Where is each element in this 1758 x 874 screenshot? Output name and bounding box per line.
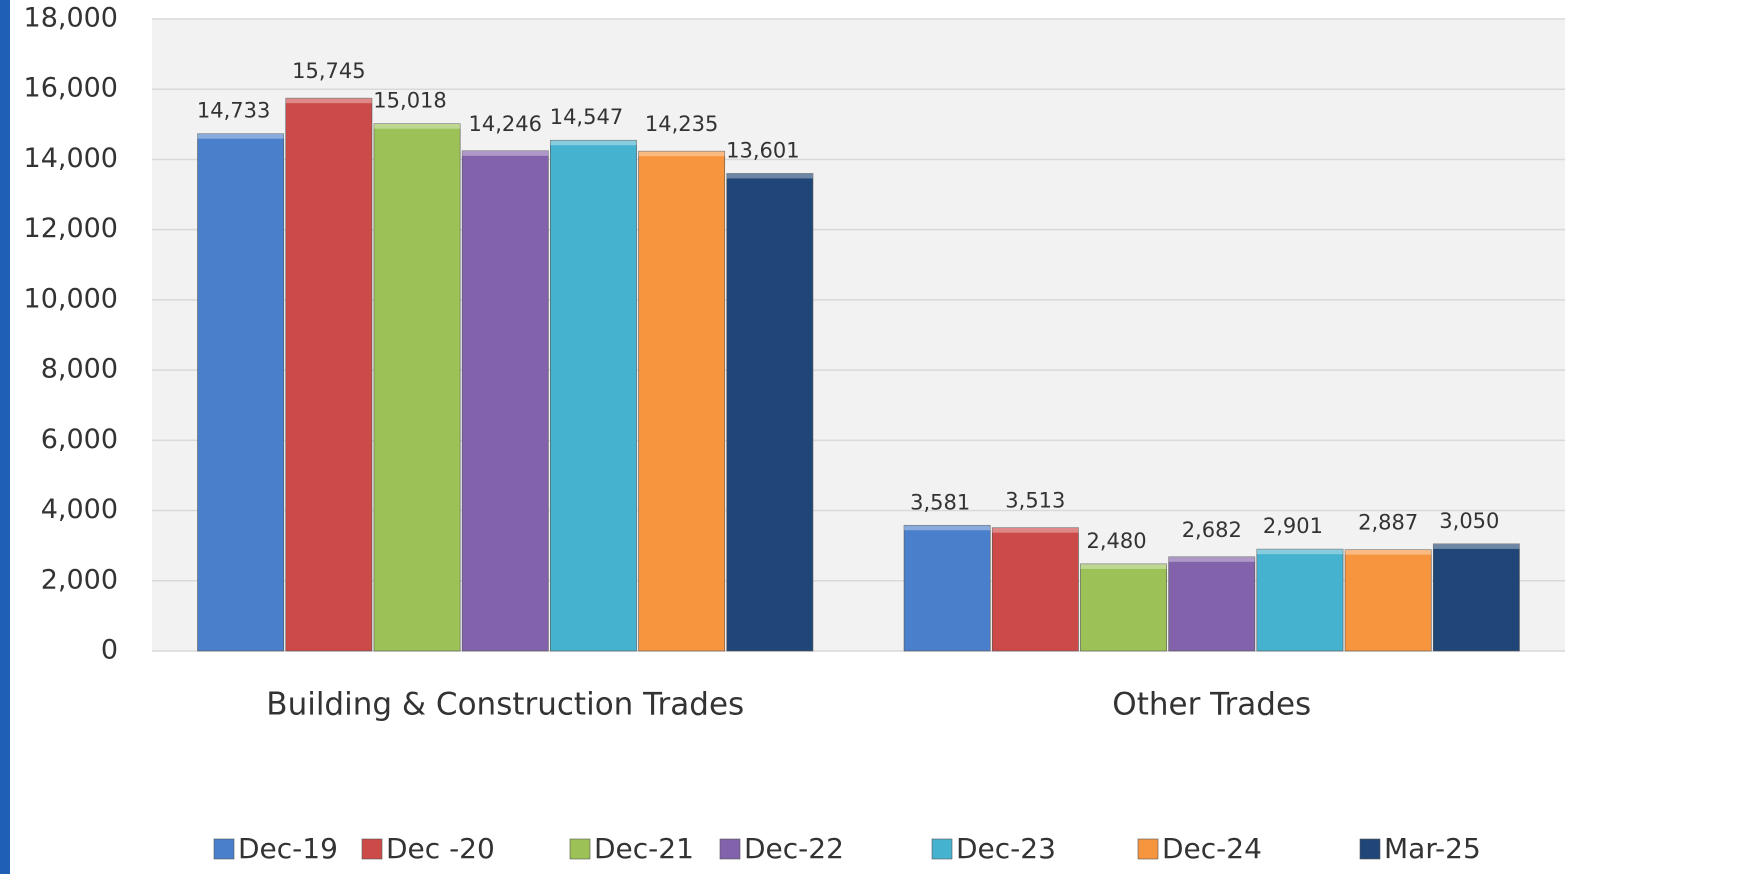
legend-swatch: [719, 838, 741, 860]
y-tick-label: 12,000: [24, 213, 118, 244]
bar-highlight: [1256, 549, 1344, 555]
legend-label: Dec-21: [594, 832, 694, 865]
legend-label: Dec-19: [238, 832, 338, 865]
bar-highlight: [285, 98, 372, 104]
y-tick-label: 0: [101, 635, 118, 666]
bar: [1256, 548, 1344, 652]
data-label: 2,480: [1086, 529, 1146, 553]
bar-highlight: [1345, 549, 1432, 555]
bar-highlight: [462, 150, 549, 156]
bar-highlight: [550, 140, 637, 146]
bar-highlight: [992, 527, 1079, 533]
bar: [638, 150, 726, 652]
legend-swatch: [213, 838, 235, 860]
data-label: 15,018: [373, 89, 446, 113]
bar-highlight: [373, 123, 461, 129]
bar: [726, 173, 814, 652]
bar-highlight: [726, 173, 813, 179]
bar: [1080, 563, 1167, 652]
legend-label: Dec-24: [1162, 832, 1262, 865]
edge-strip: [0, 0, 10, 874]
bar: [1432, 543, 1520, 652]
legend-swatch: [569, 838, 591, 860]
bar: [1344, 549, 1432, 652]
legend-label: Dec-23: [956, 832, 1056, 865]
legend-swatch: [1137, 838, 1159, 860]
bar-highlight: [1168, 556, 1255, 562]
bar-highlight: [1080, 563, 1167, 569]
bar: [373, 123, 461, 652]
data-label: 2,682: [1182, 518, 1242, 542]
legend-label: Mar-25: [1384, 832, 1481, 865]
legend-swatch: [1359, 838, 1381, 860]
bar: [197, 133, 285, 652]
bar-highlight: [904, 525, 991, 531]
data-label: 3,513: [1005, 489, 1065, 513]
data-label: 15,745: [292, 59, 365, 83]
data-label: 2,887: [1358, 511, 1418, 535]
bar: [550, 139, 637, 652]
bar: [461, 150, 549, 652]
y-tick-label: 4,000: [41, 494, 118, 525]
data-label: 2,901: [1263, 514, 1323, 538]
y-tick-label: 8,000: [41, 354, 118, 385]
data-label: 14,246: [469, 112, 542, 136]
bar: [1168, 556, 1256, 652]
bar-highlight: [197, 133, 284, 139]
y-tick-label: 18,000: [24, 3, 118, 34]
x-tick-label: Other Trades: [1112, 687, 1311, 723]
data-label: 14,733: [197, 99, 270, 123]
data-label: 3,050: [1439, 509, 1499, 533]
x-tick-label: Building & Construction Trades: [266, 687, 744, 723]
data-label: 13,601: [726, 138, 799, 162]
legend-label: Dec -20: [386, 832, 495, 865]
bar: [991, 527, 1079, 652]
legend-swatch: [931, 838, 953, 860]
y-tick-label: 16,000: [24, 73, 118, 104]
data-label: 14,547: [550, 105, 623, 129]
data-label: 14,235: [645, 112, 718, 136]
y-tick-label: 2,000: [41, 564, 118, 595]
legend-label: Dec-22: [744, 832, 844, 865]
y-tick-label: 10,000: [24, 283, 118, 314]
bar-highlight: [638, 151, 725, 157]
data-label: 3,581: [910, 490, 970, 514]
bar: [903, 524, 991, 652]
bar-highlight: [1433, 543, 1520, 549]
bar: [285, 97, 373, 652]
legend-swatch: [361, 838, 383, 860]
y-tick-label: 14,000: [24, 143, 118, 174]
y-tick-label: 6,000: [41, 424, 118, 455]
